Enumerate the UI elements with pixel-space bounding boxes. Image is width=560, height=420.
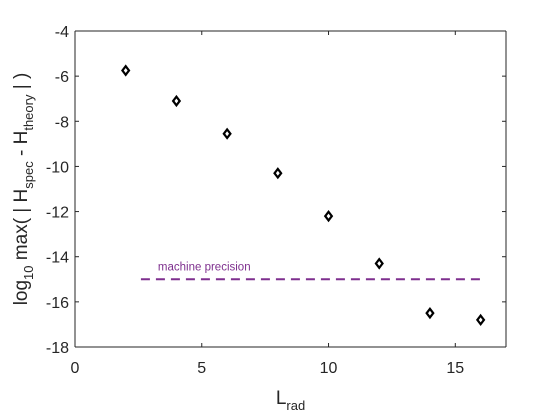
y-axis-label-part3: | ) (11, 73, 32, 95)
x-axis-label-main: L (276, 388, 287, 409)
data-point (425, 307, 435, 320)
data-point (374, 257, 384, 270)
y-ticks: -4 -6 -8 -10 -12 -14 -16 -18 (46, 24, 506, 357)
data-point (273, 167, 283, 180)
x-tick-label: 15 (446, 360, 464, 377)
data-point (475, 313, 486, 327)
x-tick-label: 10 (320, 360, 338, 377)
y-axis-label-prefix: log (11, 280, 32, 305)
axes-box (74, 30, 507, 348)
y-axis-label-part1: max( | H (11, 189, 32, 266)
y-tick-label: -16 (46, 295, 69, 312)
y-tick-label: -10 (46, 159, 69, 176)
y-tick-label: -4 (55, 24, 69, 41)
y-tick-label: -8 (55, 114, 69, 131)
data-point (171, 94, 182, 108)
y-axis-label-sub1: spec (21, 161, 36, 189)
y-tick-label: -6 (55, 69, 69, 86)
machine-precision-label: machine precision (158, 261, 251, 273)
y-tick-label: -18 (46, 340, 69, 357)
data-point (323, 209, 334, 223)
x-ticks: 0 5 10 15 (71, 31, 464, 377)
data-point (222, 127, 232, 140)
data-point (121, 64, 131, 77)
y-tick-label: -14 (46, 250, 69, 267)
x-axis-label: Lrad (276, 388, 305, 413)
y-tick-label: -12 (46, 205, 69, 222)
y-axis-label: log10 max( | Hspec - Htheory | ) (11, 73, 36, 306)
y-axis-label-sub2: theory (21, 94, 36, 131)
data-points (121, 64, 486, 327)
x-tick-label: 0 (71, 360, 80, 377)
y-axis-label-prefix-sub: 10 (21, 265, 36, 279)
y-axis-label-part2: - H (11, 131, 32, 162)
plot-area (75, 31, 506, 347)
x-axis-label-sub: rad (286, 398, 305, 413)
x-tick-label: 5 (197, 360, 206, 377)
